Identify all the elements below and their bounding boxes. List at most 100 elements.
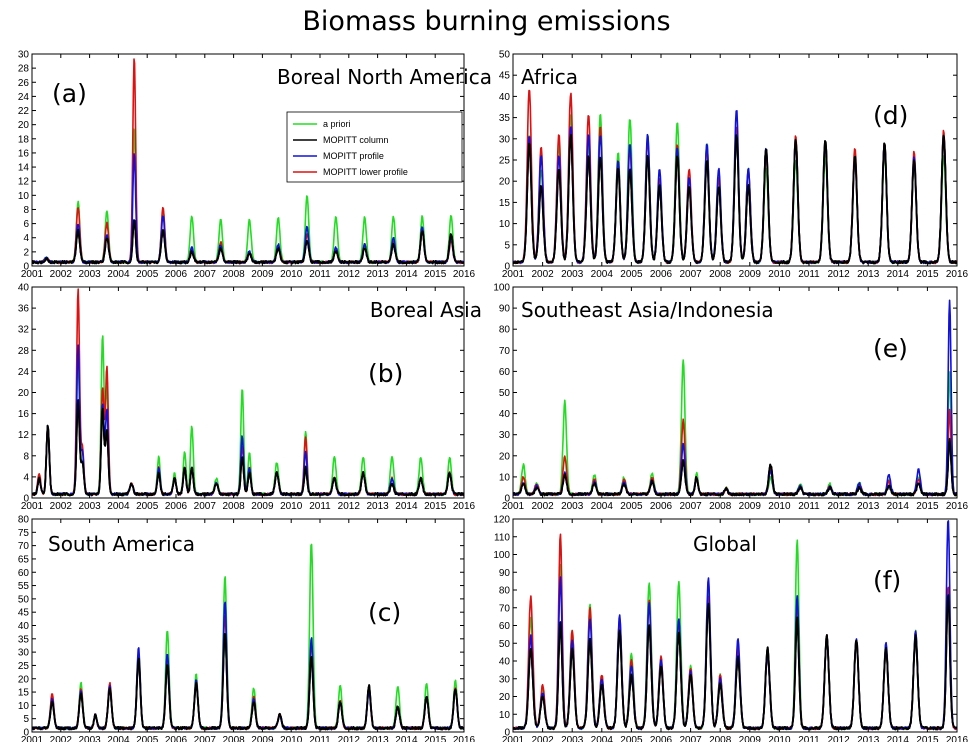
y-tick-label: 0 xyxy=(23,494,29,505)
y-tick-label: 0 xyxy=(504,262,510,273)
y-tick-label: 0 xyxy=(504,728,510,739)
series-line-mopitt-profile xyxy=(513,299,957,497)
x-tick-label: 2009 xyxy=(739,501,762,512)
x-tick-label: 2011 xyxy=(309,501,331,512)
x-tick-label: 2010 xyxy=(768,501,791,512)
series-line-mopitt-column-overlay xyxy=(32,633,464,731)
series-line-mopitt-column-overlay xyxy=(513,437,957,497)
y-tick-label: 45 xyxy=(18,608,30,619)
y-tick-label: 100 xyxy=(493,283,510,294)
plot-frame xyxy=(31,53,465,267)
y-tick-label: 20 xyxy=(499,692,511,703)
y-tick-label: 60 xyxy=(18,568,30,579)
y-tick-label: 36 xyxy=(18,304,30,315)
region-label: Global xyxy=(693,532,757,556)
x-tick-label: 2003 xyxy=(561,269,584,280)
chart-panel-e: 2001 2002 2003 2004 2005 2006 2007 2008 2009 2010… xyxy=(493,283,968,513)
y-tick-label: 10 xyxy=(18,191,30,202)
x-tick-label: 2006 xyxy=(650,501,673,512)
x-tick-label: 2001 xyxy=(21,269,44,280)
x-tick-label: 2006 xyxy=(650,269,673,280)
y-tick-label: 4 xyxy=(23,233,29,244)
x-tick-label: 2007 xyxy=(194,269,217,280)
y-tick-label: 65 xyxy=(18,554,30,565)
y-tick-label: 6 xyxy=(23,219,29,230)
x-tick-label: 2002 xyxy=(50,269,73,280)
x-tick-label: 2010 xyxy=(280,735,303,742)
x-tick-label: 2016 xyxy=(946,269,969,280)
y-tick-label: 80 xyxy=(499,325,511,336)
x-tick-label: 2003 xyxy=(561,501,584,512)
panel-label: (e) xyxy=(873,334,908,363)
x-tick-label: 2016 xyxy=(453,501,476,512)
chart-panel-d: 2001 2002 2003 2004 2005 2006 2007 2008 2009 2010… xyxy=(499,50,969,281)
x-tick-label: 2004 xyxy=(107,735,130,742)
y-tick-label: 40 xyxy=(18,283,30,294)
legend-entry: MOPITT profile xyxy=(323,151,384,161)
y-tick-label: 14 xyxy=(18,163,30,174)
series-lines xyxy=(513,299,957,497)
y-tick-label: 10 xyxy=(499,219,511,230)
x-tick-label: 2005 xyxy=(620,501,643,512)
y-tick-label: 55 xyxy=(18,581,30,592)
x-tick-label: 2005 xyxy=(136,501,159,512)
y-tick-label: 0 xyxy=(23,728,29,739)
y-tick-label: 25 xyxy=(499,156,511,167)
figure-title: Biomass burning emissions xyxy=(302,6,671,37)
series-lines xyxy=(32,543,464,731)
y-tick-label: 25 xyxy=(18,661,30,672)
x-tick-label: 2008 xyxy=(709,269,732,280)
y-tick-label: 28 xyxy=(18,64,30,75)
x-tick-label: 2015 xyxy=(916,735,939,742)
x-tick-label: 2005 xyxy=(620,269,643,280)
x-tick-label: 2013 xyxy=(857,735,880,742)
y-tick-label: 16 xyxy=(18,148,30,159)
x-tick-label: 2004 xyxy=(591,735,614,742)
y-tick-label: 15 xyxy=(18,688,30,699)
y-tick-label: 24 xyxy=(18,367,30,378)
x-tick-label: 2001 xyxy=(21,501,44,512)
y-tick-label: 30 xyxy=(499,134,511,145)
y-tick-label: 16 xyxy=(18,409,30,420)
y-tick-label: 10 xyxy=(499,710,511,721)
series-lines xyxy=(513,520,957,731)
panel-label: (c) xyxy=(368,598,401,627)
x-tick-label: 2005 xyxy=(136,735,159,742)
y-tick-label: 70 xyxy=(499,346,511,357)
x-tick-label: 2014 xyxy=(395,269,418,280)
y-tick-label: 40 xyxy=(499,92,511,103)
x-tick-label: 2009 xyxy=(251,269,274,280)
y-tick-label: 80 xyxy=(499,586,511,597)
region-label: Boreal North America xyxy=(277,65,492,89)
y-tick-label: 90 xyxy=(499,568,511,579)
x-tick-label: 2015 xyxy=(916,269,939,280)
x-tick-label: 2008 xyxy=(709,735,732,742)
x-tick-label: 2006 xyxy=(165,501,188,512)
y-tick-label: 60 xyxy=(499,367,511,378)
x-tick-label: 2003 xyxy=(561,735,584,742)
series-line-mopitt-column-overlay xyxy=(32,399,464,497)
x-tick-label: 2010 xyxy=(768,735,791,742)
x-tick-label: 2002 xyxy=(50,735,73,742)
x-tick-label: 2005 xyxy=(620,735,643,742)
x-tick-label: 2013 xyxy=(366,735,389,742)
x-tick-label: 2004 xyxy=(591,269,614,280)
y-tick-label: 50 xyxy=(499,639,511,650)
y-tick-label: 75 xyxy=(18,528,30,539)
chart-panel-c: 2001 2002 2003 2004 2005 2006 2007 2008 2009 2010… xyxy=(18,515,476,742)
y-tick-label: 20 xyxy=(18,388,30,399)
region-label: South America xyxy=(48,532,195,556)
x-tick-label: 2003 xyxy=(78,735,101,742)
y-tick-label: 20 xyxy=(18,120,30,131)
y-tick-label: 8 xyxy=(23,205,29,216)
x-tick-label: 2002 xyxy=(531,269,554,280)
x-tick-label: 2006 xyxy=(165,269,188,280)
x-tick-label: 2006 xyxy=(165,735,188,742)
region-label: Boreal Asia xyxy=(370,298,482,322)
x-tick-label: 2011 xyxy=(309,735,331,742)
panel-label: (f) xyxy=(873,566,901,595)
y-tick-label: 35 xyxy=(18,634,30,645)
y-tick-label: 30 xyxy=(499,674,511,685)
x-tick-label: 2001 xyxy=(502,735,525,742)
y-tick-label: 50 xyxy=(18,594,30,605)
